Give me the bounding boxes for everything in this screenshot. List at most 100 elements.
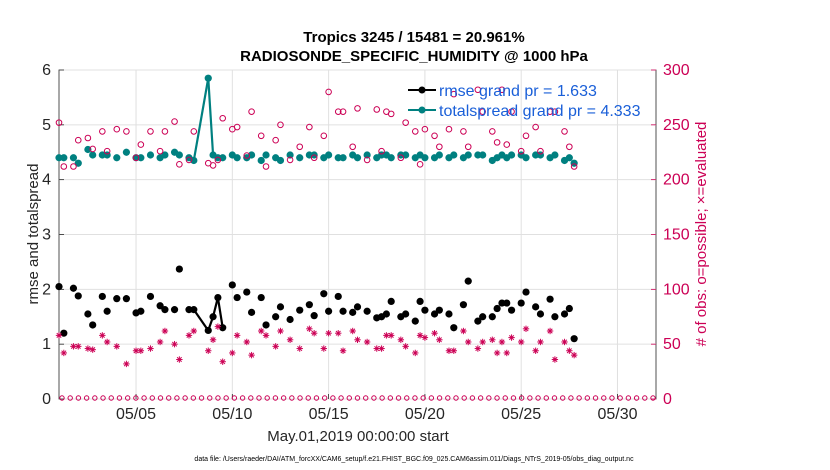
obs-evaluated-marker <box>320 345 327 352</box>
y-tick-label-right: 50 <box>663 336 681 353</box>
x-tick-label: 05/15 <box>309 406 349 423</box>
x-tick-label: 05/10 <box>212 406 252 423</box>
obs-possible-marker <box>55 119 63 126</box>
obs-possible-marker <box>320 132 328 140</box>
obs-evaluated-marker <box>363 338 371 346</box>
chart-title: Tropics 3245 / 15481 = 20.961% <box>303 29 524 46</box>
y-axis-label-left: rmse and totalspread <box>25 164 42 305</box>
totalspread-point <box>233 154 241 162</box>
zero-obs-marker <box>584 395 591 401</box>
zero-obs-marker <box>149 395 155 401</box>
chart-marks <box>55 74 656 401</box>
obs-evaluated-marker <box>339 347 347 354</box>
obs-possible-marker <box>123 128 130 135</box>
zero-obs-marker <box>67 395 73 401</box>
obs-evaluated-marker <box>335 330 342 337</box>
rmse-point <box>55 282 63 291</box>
obs-possible-marker <box>334 108 342 115</box>
obs-evaluated-marker <box>75 343 82 350</box>
zero-obs-marker <box>395 395 402 401</box>
rmse-point <box>103 307 111 315</box>
totalspread-point <box>565 154 573 162</box>
totalspread-point <box>421 154 429 162</box>
rmse-point <box>435 306 443 314</box>
obs-possible-marker <box>60 163 68 170</box>
zero-obs-marker <box>133 395 139 401</box>
obs-possible-marker <box>561 128 568 135</box>
obs-evaluated-marker <box>84 345 92 352</box>
obs-evaluated-marker <box>566 347 573 354</box>
rmse-point <box>421 306 429 314</box>
x-ticks: 05/05 05/10 05/15 05/20 05/25 05/30 <box>116 394 638 423</box>
obs-evaluated-marker <box>489 336 496 343</box>
totalspread-point <box>353 154 362 162</box>
zero-obs-marker <box>650 395 656 401</box>
zero-obs-marker <box>510 395 517 401</box>
totalspread-point <box>551 151 559 159</box>
rmse-point <box>98 292 106 301</box>
zero-obs-marker <box>207 395 213 401</box>
x-tick-label: 05/05 <box>116 406 156 423</box>
x-tick-label: 05/25 <box>501 406 541 423</box>
zero-obs-marker <box>264 395 270 401</box>
obs-evaluated-marker <box>171 340 178 348</box>
legend-rmse-marker <box>418 86 426 94</box>
y-tick-label-left: 0 <box>42 391 51 408</box>
zero-obs-marker <box>445 395 451 401</box>
rmse-point <box>459 301 468 309</box>
obs-possible-marker <box>219 114 226 122</box>
obs-possible-marker <box>257 132 265 140</box>
zero-obs-marker <box>420 395 426 401</box>
rmse-point <box>339 307 347 315</box>
obs-possible-marker <box>171 118 178 125</box>
obs-evaluated-marker <box>233 332 241 339</box>
obs-possible-marker <box>325 88 332 96</box>
obs-possible-marker <box>137 141 145 148</box>
obs-possible-marker <box>306 123 313 131</box>
zero-obs-marker <box>469 395 476 401</box>
obs-evaluated-marker <box>421 334 429 341</box>
obs-possible-marker <box>570 163 578 170</box>
zero-obs-marker <box>379 395 385 401</box>
obs-evaluated-marker <box>431 330 438 337</box>
obs-evaluated-marker <box>493 349 501 357</box>
zero-obs-marker <box>280 395 287 401</box>
obs-possible-marker <box>479 108 486 115</box>
y-tick-label-left: 4 <box>42 172 51 189</box>
totalspread-point <box>276 156 285 165</box>
totalspread-point <box>137 154 145 162</box>
totalspread-segment <box>192 78 210 161</box>
zero-obs-marker <box>609 395 615 401</box>
obs-evaluated-marker <box>113 343 120 350</box>
obs-possible-marker <box>508 108 515 115</box>
zero-obs-marker <box>518 395 525 401</box>
obs-evaluated-marker <box>176 356 183 363</box>
y-tick-label-left: 1 <box>42 336 51 353</box>
obs-evaluated-marker <box>474 345 482 352</box>
x-tick-label: 05/20 <box>405 406 445 423</box>
zero-obs-marker <box>248 395 254 401</box>
zero-obs-marker <box>116 395 123 401</box>
obs-evaluated-marker <box>561 338 568 346</box>
y-tick-label-right: 150 <box>663 227 690 244</box>
zero-obs-marker <box>354 395 361 401</box>
obs-possible-marker <box>566 143 573 151</box>
obs-possible-marker <box>397 154 405 162</box>
rmse-point <box>493 304 501 313</box>
obs-possible-marker <box>551 108 559 115</box>
zero-obs-marker <box>477 395 484 401</box>
zero-obs-marker <box>239 395 246 401</box>
obs-possible-marker <box>113 125 121 133</box>
rmse-point <box>137 307 145 315</box>
rmse-point <box>445 310 453 318</box>
y-tick-label-right: 300 <box>663 62 690 79</box>
obs-possible-marker <box>277 121 284 129</box>
y-tick-label-right: 200 <box>663 172 690 189</box>
obs-evaluated-marker <box>185 332 193 339</box>
rmse-point <box>214 293 222 302</box>
zero-obs-marker <box>527 395 533 401</box>
rmse-point <box>146 292 155 301</box>
obs-evaluated-marker <box>219 358 226 365</box>
obs-possible-marker <box>402 119 409 126</box>
rmse-point <box>363 307 371 315</box>
